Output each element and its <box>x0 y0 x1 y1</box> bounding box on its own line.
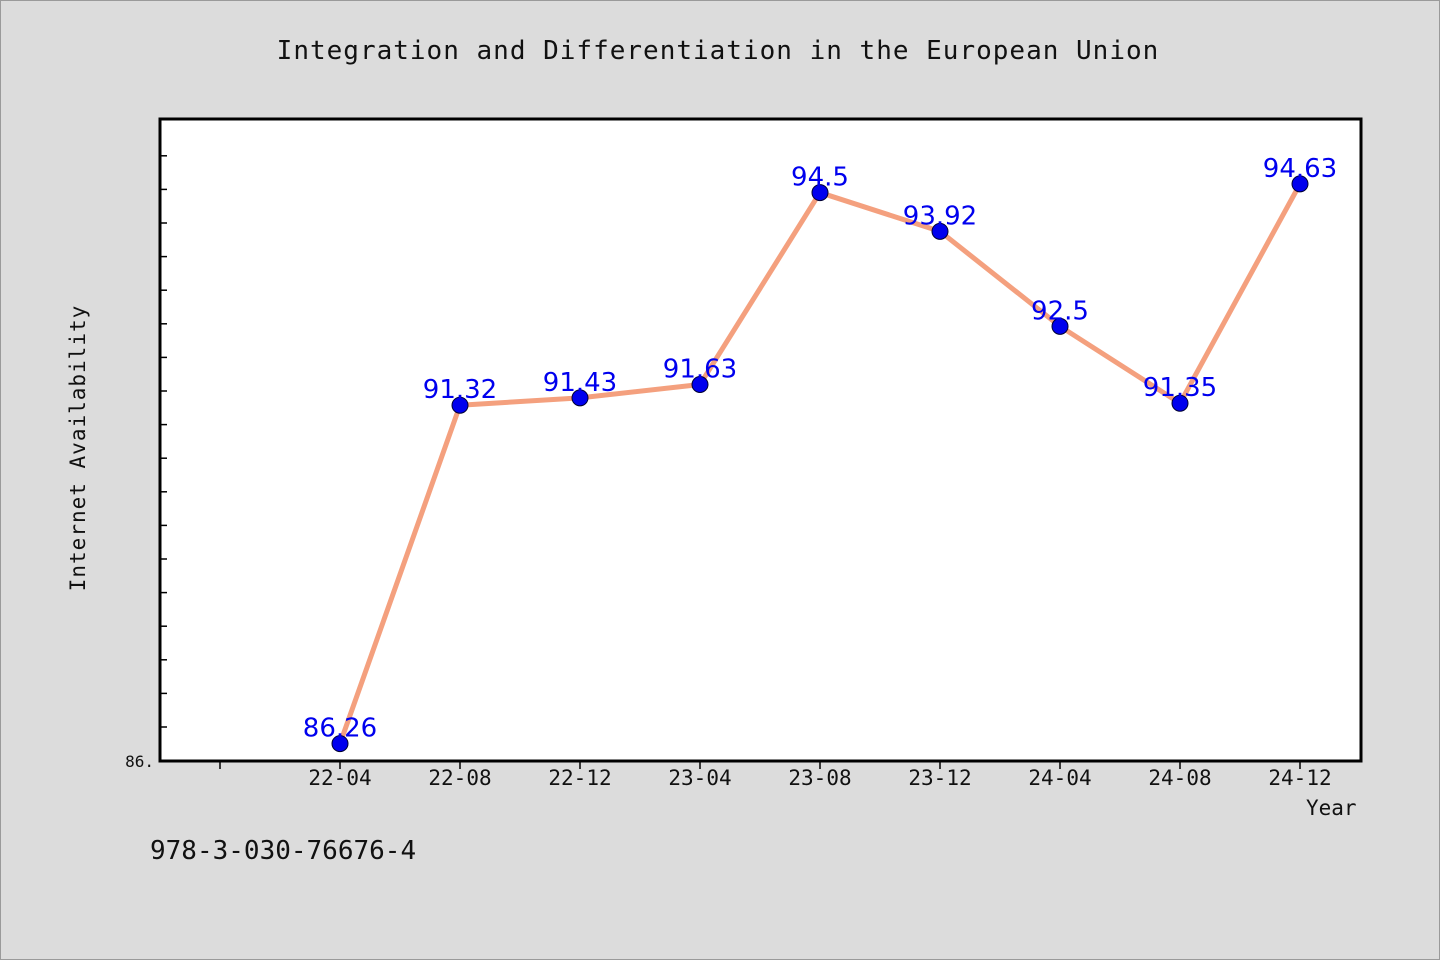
y-tick-label: 86. <box>125 752 154 771</box>
plot-area <box>158 117 1363 763</box>
data-point <box>691 375 709 393</box>
data-label: 91.43 <box>543 368 617 398</box>
data-point <box>811 184 829 202</box>
data-label: 94.5 <box>791 163 849 193</box>
data-label: 93.92 <box>903 201 977 231</box>
x-tick-label: 23-08 <box>788 766 851 790</box>
data-label: 91.32 <box>423 375 497 405</box>
data-point <box>331 735 349 753</box>
data-point <box>931 222 949 240</box>
footer-note: 978-3-030-76676-4 <box>150 836 417 866</box>
data-point <box>1051 317 1069 335</box>
x-tick-label: 24-12 <box>1268 766 1331 790</box>
data-point <box>1291 175 1309 193</box>
data-point <box>571 389 589 407</box>
data-point <box>451 396 469 414</box>
x-tick-label: 24-08 <box>1148 766 1211 790</box>
x-tick-label: 24-04 <box>1028 766 1091 790</box>
x-tick-label: 22-12 <box>548 766 611 790</box>
data-label: 91.35 <box>1143 373 1217 403</box>
x-tick-label: 22-08 <box>428 766 491 790</box>
x-tick-label: 23-04 <box>668 766 731 790</box>
data-point <box>1171 394 1189 412</box>
data-label: 86.26 <box>303 714 377 744</box>
data-labels: 86.26 91.32 91.43 91.63 94.5 93.92 92.5 91.35 94… <box>303 154 1337 744</box>
data-markers <box>331 175 1309 753</box>
data-label: 94.63 <box>1263 154 1337 184</box>
x-axis-title: Year <box>1306 796 1357 820</box>
x-tick-label: 23-12 <box>908 766 971 790</box>
chart-title: Integration and Differentiation in the E… <box>276 36 1160 66</box>
x-tick-label: 22-04 <box>308 766 371 790</box>
x-axis-ticks: 22-04 22-08 22-12 23-04 23-08 23-12 24-04 24-08… <box>219 761 1332 790</box>
y-axis-ticks: 86. <box>125 155 167 771</box>
data-label: 92.5 <box>1031 296 1089 326</box>
data-label: 91.63 <box>663 354 737 384</box>
